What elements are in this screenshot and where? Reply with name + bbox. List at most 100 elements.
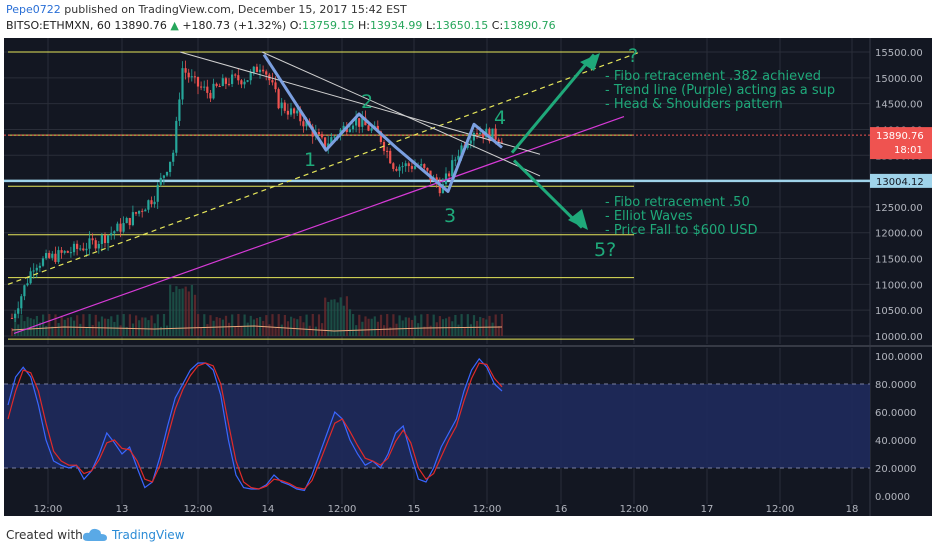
- low-label: L:: [425, 19, 436, 32]
- dashed-trend-line: [7, 51, 641, 285]
- volume-bar: [107, 318, 110, 336]
- candle-body: [305, 121, 308, 127]
- annotation-note: - Fibo retracement .382 achieved: [605, 69, 821, 84]
- candle-body: [147, 200, 150, 210]
- candle-body: [79, 248, 82, 250]
- volume-bar: [113, 321, 116, 336]
- candle-body: [29, 271, 32, 284]
- countdown-label: 18:01: [894, 145, 923, 156]
- candle-body: [231, 74, 234, 84]
- candle-body: [342, 125, 345, 130]
- candle-body: [286, 110, 289, 115]
- down-arrow-shaft: [512, 159, 584, 229]
- candle-body: [178, 99, 181, 121]
- volume-bar: [404, 317, 407, 336]
- volume-bar: [187, 291, 190, 336]
- volume-bar: [308, 325, 311, 336]
- candle-body: [187, 72, 190, 78]
- volume-bar: [122, 314, 125, 336]
- volume-bar: [243, 314, 246, 336]
- candle-body: [327, 143, 330, 148]
- candle-body: [190, 76, 193, 78]
- stoch-tick-label: 60.0000: [875, 408, 916, 419]
- candle-body: [255, 66, 258, 73]
- candle-body: [162, 175, 165, 178]
- volume-bar: [445, 318, 448, 336]
- volume-bar: [228, 322, 231, 336]
- candle-body: [258, 69, 262, 73]
- candle-body: [212, 83, 215, 99]
- annotation-note: - Price Fall to $600 USD: [605, 223, 757, 238]
- candle-body: [10, 317, 14, 319]
- volume-bar: [485, 319, 488, 336]
- chart-area[interactable]: 15500.0015000.0014500.0014000.0013500.00…: [4, 38, 932, 516]
- candle-body: [240, 80, 243, 85]
- volume-bar: [215, 317, 218, 336]
- volume-bar: [389, 327, 392, 336]
- close-value: 13890.76: [503, 19, 556, 32]
- candle-body: [20, 296, 23, 309]
- candle-body: [51, 253, 54, 258]
- volume-bar: [314, 326, 317, 336]
- volume-bar: [116, 314, 119, 336]
- symbol-label: BITSO:ETHMXN, 60: [6, 19, 111, 32]
- volume-bar: [457, 324, 460, 336]
- author-link[interactable]: Pepe0722: [6, 3, 61, 16]
- candle-body: [41, 258, 45, 266]
- time-tick-label: 12:00: [184, 504, 213, 515]
- volume-bar: [172, 292, 175, 336]
- volume-bar: [85, 327, 88, 336]
- candle-body: [488, 128, 491, 142]
- volume-bar: [364, 316, 367, 336]
- candle-body: [348, 129, 351, 133]
- volume-bar: [268, 324, 271, 336]
- candle-body: [122, 223, 125, 232]
- volume-bar: [379, 314, 383, 336]
- volume-bar: [169, 284, 172, 336]
- tradingview-cloud-icon: [82, 528, 107, 541]
- volume-bar: [330, 299, 333, 336]
- volume-bar: [45, 325, 48, 336]
- tradingview-link[interactable]: TradingView: [112, 528, 185, 542]
- volume-bar: [206, 324, 209, 336]
- volume-bar: [348, 309, 352, 336]
- volume-bar: [466, 314, 469, 336]
- volume-bar: [376, 321, 379, 336]
- stoch-tick-label: 80.0000: [875, 380, 916, 391]
- candle-body: [94, 240, 97, 249]
- candle-body: [153, 201, 156, 205]
- candle-body: [17, 308, 20, 314]
- volume-bar: [255, 318, 259, 336]
- candle-body: [165, 171, 169, 176]
- candle-body: [234, 74, 237, 76]
- volume-bar: [48, 314, 51, 336]
- volume-bar: [317, 314, 321, 336]
- candle-body: [69, 252, 72, 254]
- volume-bar: [20, 315, 23, 336]
- time-tick-label: 15: [408, 504, 421, 515]
- volume-bar: [32, 319, 35, 336]
- candle-body: [324, 137, 327, 148]
- volume-bar: [342, 305, 345, 336]
- candle-body: [246, 80, 249, 82]
- candle-body: [265, 71, 268, 75]
- support-price-flag: [870, 173, 932, 188]
- volume-bar: [311, 314, 314, 336]
- up-arrow-shaft: [510, 53, 596, 154]
- volume-bar: [144, 317, 147, 336]
- volume-bar: [367, 318, 370, 336]
- volume-bar: [26, 316, 29, 336]
- candle-body: [107, 235, 110, 244]
- candle-body: [289, 108, 293, 115]
- volume-bar: [488, 315, 491, 336]
- volume-bar: [153, 323, 156, 336]
- volume-bar: [212, 320, 215, 336]
- volume-bar: [246, 322, 249, 336]
- price-tick-label: 11500.00: [875, 255, 923, 266]
- time-tick-label: 14: [262, 504, 275, 515]
- candle-body: [472, 132, 475, 141]
- candle-body: [150, 200, 153, 205]
- volume-bar: [35, 315, 38, 336]
- candle-body: [460, 145, 463, 156]
- volume-bar: [435, 322, 438, 336]
